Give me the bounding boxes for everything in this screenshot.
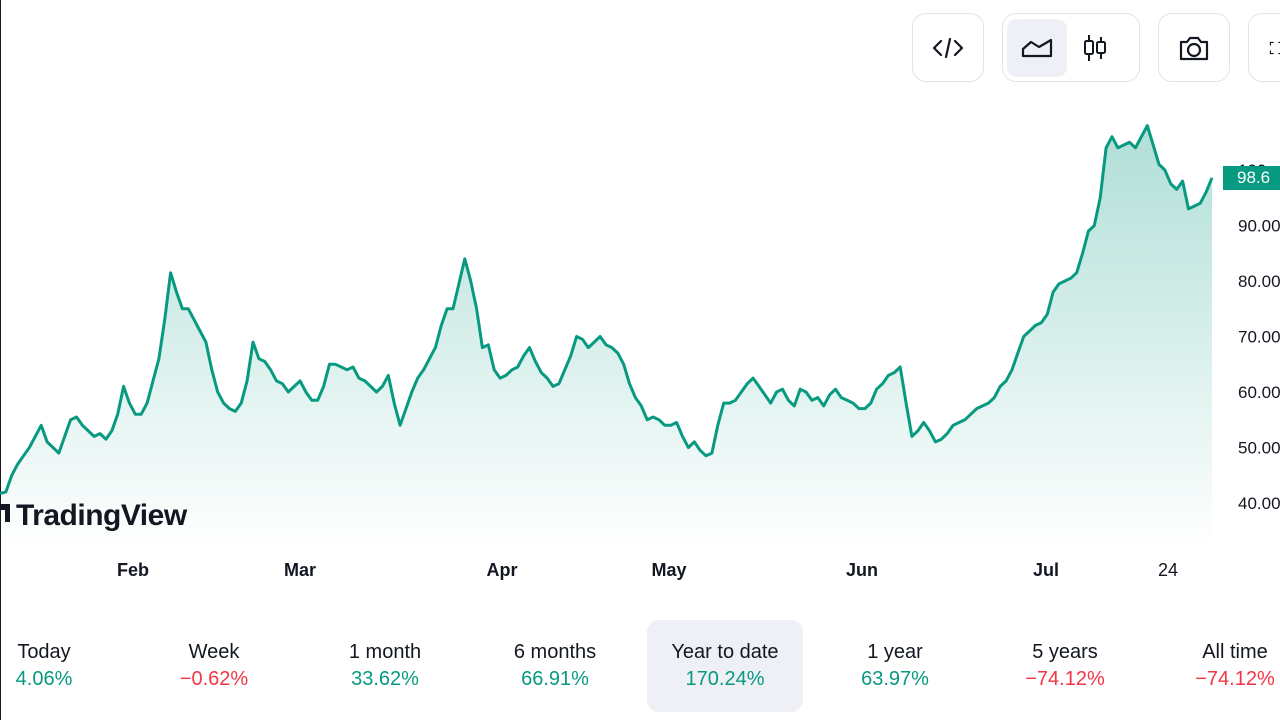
embed-code-button[interactable] bbox=[912, 13, 984, 82]
y-tick-label: 90.00 bbox=[1238, 217, 1280, 236]
y-tick-label: 40.00 bbox=[1238, 494, 1280, 513]
period-change: 63.97% bbox=[861, 668, 929, 690]
tradingview-logo-icon bbox=[0, 498, 10, 534]
camera-icon bbox=[1176, 30, 1212, 66]
period-label: All time bbox=[1202, 641, 1268, 663]
candlestick-icon[interactable] bbox=[1077, 30, 1113, 66]
period-change: 170.24% bbox=[685, 668, 765, 690]
period-change: −74.12% bbox=[1025, 668, 1105, 690]
x-tick-label: Jul bbox=[1033, 560, 1059, 580]
y-tick-label: 80.00 bbox=[1238, 272, 1280, 291]
y-tick-label: 60.00 bbox=[1238, 383, 1280, 402]
period-label: Today bbox=[17, 641, 71, 663]
fullscreen-button[interactable] bbox=[1248, 13, 1280, 82]
y-tick-label: 50.00 bbox=[1238, 439, 1280, 458]
performance-periods: Today 4.06% Week −0.62% 1 month 33.62% 6… bbox=[0, 620, 1280, 712]
snapshot-button[interactable] bbox=[1158, 13, 1230, 82]
chart-style-group bbox=[1002, 13, 1140, 82]
x-tick-label: Jun bbox=[846, 560, 878, 580]
last-price-label: 98.6 bbox=[1223, 166, 1280, 190]
period-label: Week bbox=[188, 641, 240, 663]
y-tick-label: 70.00 bbox=[1238, 328, 1280, 347]
price-line bbox=[0, 124, 1214, 496]
period-label: 1 month bbox=[348, 641, 422, 663]
period-1-year[interactable]: 1 year 63.97% bbox=[817, 620, 973, 712]
code-icon bbox=[930, 30, 966, 66]
period-label: Year to date bbox=[671, 641, 779, 663]
x-tick-label: May bbox=[651, 560, 686, 580]
period-label: 5 years bbox=[1032, 641, 1098, 663]
period-change: 4.06% bbox=[15, 668, 73, 690]
x-tick-label: 24 bbox=[1158, 560, 1178, 580]
tradingview-logo-text: TradingView bbox=[16, 499, 187, 532]
period-change: 66.91% bbox=[521, 668, 589, 690]
area-chart-icon[interactable] bbox=[1007, 18, 1067, 77]
price-area-fill bbox=[0, 125, 1212, 548]
period-label: 1 year bbox=[867, 641, 923, 663]
tradingview-logo[interactable]: TradingView bbox=[0, 498, 187, 534]
left-edge-divider bbox=[0, 0, 1, 720]
period-1-month[interactable]: 1 month 33.62% bbox=[307, 620, 463, 712]
period-week[interactable]: Week −0.62% bbox=[136, 620, 292, 712]
x-tick-label: Feb bbox=[117, 560, 149, 580]
period-change: 33.62% bbox=[351, 668, 419, 690]
period-5-years[interactable]: 5 years −74.12% bbox=[987, 620, 1143, 712]
x-tick-label: Mar bbox=[284, 560, 316, 580]
period-change: −74.12% bbox=[1195, 668, 1275, 690]
period-year-to-date[interactable]: Year to date 170.24% bbox=[647, 620, 803, 712]
period-6-months[interactable]: 6 months 66.91% bbox=[477, 620, 633, 712]
period-label: 6 months bbox=[513, 641, 597, 663]
period-all-time[interactable]: All time −74.12% bbox=[1157, 620, 1280, 712]
period-change: −0.62% bbox=[179, 668, 249, 690]
x-axis: Feb Mar Apr May Jun Jul 24 bbox=[117, 560, 1178, 580]
period-today[interactable]: Today 4.06% bbox=[0, 620, 122, 712]
fullscreen-icon bbox=[1269, 30, 1280, 66]
x-tick-label: Apr bbox=[487, 560, 518, 580]
